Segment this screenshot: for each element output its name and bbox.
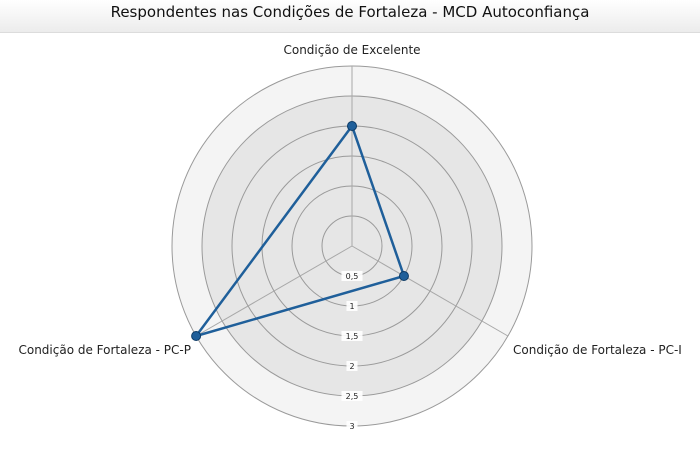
radar-axis-labels: Condição de Excelente Condição de Fortale…: [18, 43, 681, 357]
tick-label: 1: [349, 302, 354, 311]
tick-label-bg: [346, 361, 358, 371]
series-line: [194, 124, 406, 338]
tick-label-bg: [346, 301, 358, 311]
data-point: [398, 271, 409, 281]
tick-label-bg: [341, 271, 363, 281]
radar-spoke: [351, 245, 509, 337]
radar-series: [191, 121, 409, 341]
data-point: [191, 331, 202, 341]
tick-label: 0,5: [346, 272, 359, 281]
title-bar: Respondentes nas Condições de Fortaleza …: [0, 0, 700, 33]
tick-label: 2: [349, 362, 354, 371]
tick-label-bg: [346, 421, 358, 431]
chart-title: Respondentes nas Condições de Fortaleza …: [110, 3, 590, 21]
radar-tick-labels: 0,5 1 1,5 2 2,5 3: [341, 271, 363, 431]
axis-label: Condição de Fortaleza - PC-I: [513, 343, 682, 357]
radar-spoke: [195, 245, 353, 337]
axis-label: Condição de Excelente: [283, 43, 420, 57]
tick-label-bg: [341, 331, 363, 341]
data-point: [347, 121, 357, 131]
tick-label: 3: [349, 422, 354, 431]
tick-label: 1,5: [346, 332, 359, 341]
axis-label: Condição de Fortaleza - PC-P: [18, 343, 191, 357]
radar-spokes: [195, 66, 509, 337]
tick-label-bg: [341, 391, 363, 401]
tick-label: 2,5: [346, 392, 359, 401]
